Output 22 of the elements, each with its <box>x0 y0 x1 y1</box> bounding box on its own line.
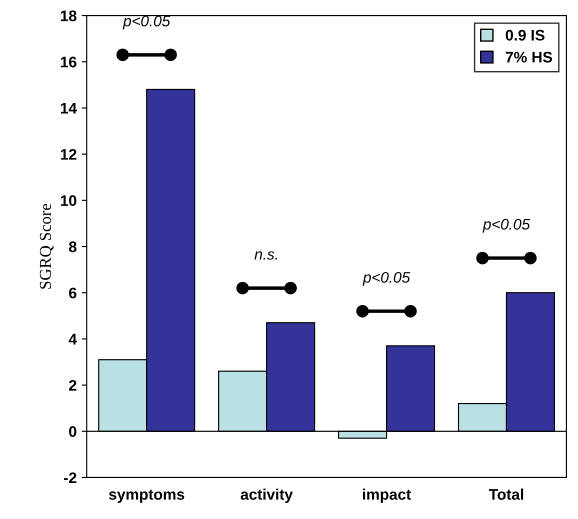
y-tick-label: 0 <box>69 426 76 437</box>
annotation: p<0.05 <box>482 218 530 233</box>
x-tick-label: impact <box>362 488 411 503</box>
y-axis-title: SGRQ Score <box>40 204 54 289</box>
x-tick-label: activity <box>240 488 293 503</box>
legend-label: 7% HS <box>506 52 552 63</box>
y-tick-label: 6 <box>69 288 76 298</box>
y-tick-label: 4 <box>68 334 77 344</box>
x-tick-label: Total <box>488 488 524 500</box>
y-tick-label: 10 <box>60 195 76 206</box>
annotation: p<0.05 <box>362 272 410 286</box>
y-tick-label: 12 <box>60 149 76 160</box>
y-tick-label: 18 <box>60 10 77 22</box>
y-tick-label: -2 <box>64 472 76 484</box>
y-tick-label: 16 <box>60 56 76 68</box>
y-tick-label: 14 <box>60 102 77 114</box>
annotation: n.s. <box>254 251 278 260</box>
y-tick-label: 8 <box>68 241 77 252</box>
x-tick-label: symptoms <box>109 490 184 503</box>
annotation: p<0.05 <box>122 16 170 30</box>
y-tick-label: 2 <box>69 380 76 391</box>
legend-label: 0.9 IS <box>506 30 544 41</box>
